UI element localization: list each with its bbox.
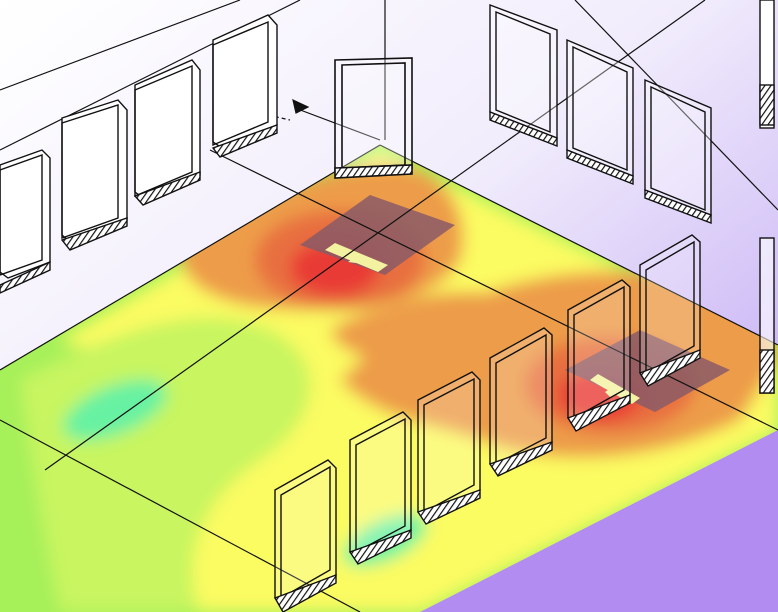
wall-panel [566, 38, 634, 186]
wall-panel [0, 149, 51, 294]
pillar-panel [566, 279, 631, 432]
light-green-zone [20, 318, 311, 612]
wall-panel [211, 14, 278, 158]
orange-zone-strip [330, 291, 526, 364]
wall-panel [644, 78, 712, 225]
pillar-panel [638, 234, 701, 387]
pillar-panels-front [273, 371, 481, 612]
pillar-panel [273, 459, 337, 612]
pillar-panel [348, 411, 412, 565]
fixture-back [325, 243, 388, 272]
wall-panels-back-left [0, 14, 278, 294]
wall-panel [489, 3, 558, 148]
pillar-panel [416, 371, 481, 525]
pillar-panels-right [488, 234, 701, 477]
cyan-coolspot-left [63, 379, 167, 441]
scale-bar [759, 0, 775, 394]
wall-panel [133, 59, 201, 206]
pillar-panel [488, 327, 553, 477]
wall-panel-back-center [334, 57, 413, 179]
wall-panels-back-right [489, 3, 712, 225]
wall-panel [60, 99, 128, 251]
